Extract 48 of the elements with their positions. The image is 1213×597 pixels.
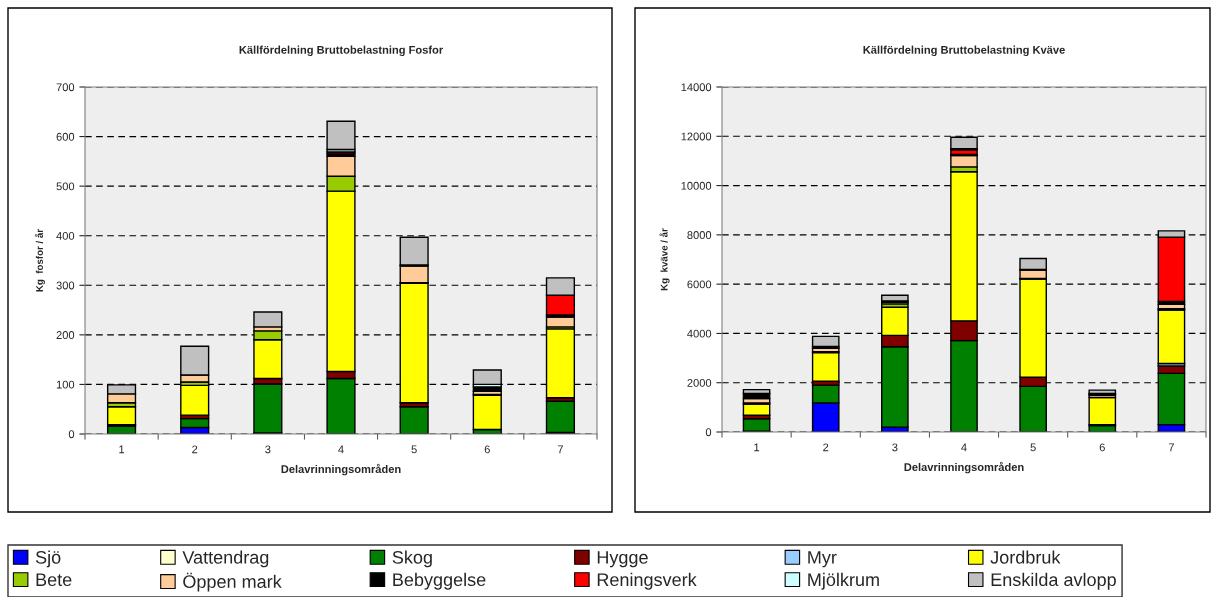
y-tick-label: 0 (68, 430, 75, 439)
x-tick-label: 2 (192, 445, 198, 454)
x-tick-label: 4 (338, 445, 344, 454)
x-tick-label: 1 (119, 445, 125, 454)
y-tick-label: 6000 (687, 280, 712, 289)
y-tick-label: 14000 (681, 83, 712, 92)
x-tick-label: 4 (961, 443, 967, 452)
legend-label: Vattendrag (182, 550, 269, 568)
y-tick-label: 300 (56, 281, 75, 290)
y-tick-label: 8000 (687, 231, 712, 239)
legend-label: Öppen mark (183, 572, 282, 592)
x-tick-label: 2 (823, 443, 829, 452)
y-axis-title: Kg fosfor / år (34, 229, 45, 292)
x-tick-label: 5 (1030, 443, 1036, 452)
legend-label: Enskilda avlopp (991, 572, 1116, 590)
x-tick-label: 1 (754, 443, 760, 452)
y-tick-label: 700 (56, 83, 75, 92)
y-tick-label: 12000 (681, 132, 712, 141)
x-tick-label: 3 (265, 445, 271, 454)
legend-label: Hygge (597, 551, 648, 568)
y-tick-label: 0 (705, 428, 712, 437)
x-tick-label: 3 (892, 443, 898, 452)
y-tick-label: 4000 (687, 329, 712, 338)
y-tick-label: 600 (56, 132, 75, 141)
y-tick-label: 10000 (681, 181, 712, 190)
y-tick-label: 400 (56, 231, 75, 240)
x-tick-label: 7 (557, 445, 563, 454)
y-tick-label: 200 (56, 331, 75, 339)
x-tick-label: 6 (1099, 443, 1105, 452)
chart-title: Källfördelning Bruttobelastning Kväve (863, 45, 1065, 57)
legend-label: Sjö (35, 550, 61, 568)
x-axis-title: Delavrinningsområden (281, 463, 401, 476)
legend-label: Bete (36, 573, 72, 587)
chart-title: Källfördelning Bruttobelastning Fosfor (239, 45, 443, 57)
legend-label: Skog (392, 550, 432, 568)
legend-label: Jordbruk (990, 550, 1061, 564)
x-axis-title: Delavrinningsområden (904, 461, 1024, 474)
y-tick-label: 500 (56, 182, 75, 191)
legend-label: Myr (808, 551, 837, 568)
legend-label: Bebyggelse (393, 572, 486, 590)
x-tick-label: 7 (1168, 443, 1174, 452)
y-tick-label: 2000 (687, 378, 712, 387)
y-axis-title: Kg kväve / år (659, 228, 670, 291)
x-tick-label: 6 (484, 445, 490, 454)
legend-label: Reningsverk (597, 572, 697, 590)
x-tick-label: 5 (411, 445, 417, 454)
y-tick-label: 100 (56, 380, 75, 389)
legend-label: Mjölkrum (808, 572, 879, 590)
